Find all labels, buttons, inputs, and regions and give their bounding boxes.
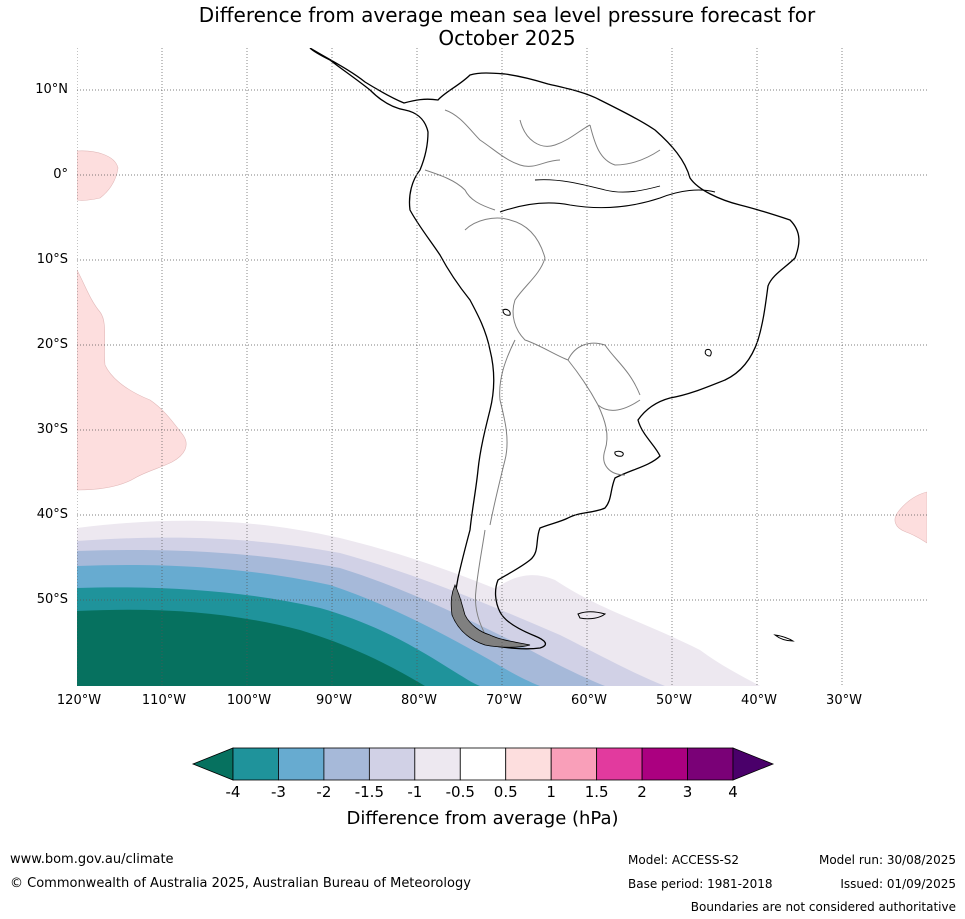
- colorbar-tick-label: 1: [546, 783, 556, 801]
- colorbar-tick-label: -4: [225, 783, 241, 801]
- colorbar-title: Difference from average (hPa): [346, 808, 619, 829]
- lon-label-100w: 100°W: [226, 693, 272, 708]
- map-area: [77, 48, 927, 686]
- lat-label-30s: 30°S: [36, 422, 68, 437]
- colorbar-arrow-max: [732, 747, 775, 781]
- colorbar-segment: [550, 747, 598, 781]
- colorbar-tick-label: 4: [728, 783, 738, 801]
- anomaly-positive-equatorial: [77, 150, 119, 201]
- colorbar-tick-label: -2: [316, 783, 332, 801]
- footer-base-period: Base period: 1981-2018: [628, 877, 773, 891]
- footer-model-run: Model run: 30/08/2025: [818, 853, 956, 867]
- lon-label-90w: 90°W: [316, 693, 352, 708]
- colorbar-tick-label: -0.5: [445, 783, 475, 801]
- amazon-tributary: [534, 179, 661, 193]
- lat-label-50s: 50°S: [36, 592, 68, 607]
- lon-label-70w: 70°W: [486, 693, 522, 708]
- anomaly-positive-subtropical: [77, 269, 187, 491]
- lon-label-40w: 40°W: [741, 693, 777, 708]
- chilean-fjords: [450, 584, 531, 648]
- colorbar-arrow-min: [191, 747, 234, 781]
- footer-disclaimer: Boundaries are not considered authoritat…: [690, 900, 956, 914]
- lon-label-120w: 120°W: [56, 693, 102, 708]
- colorbar-tick-label: 1.5: [584, 783, 609, 801]
- footer-issued: Issued: 01/09/2025: [840, 877, 956, 891]
- footer-model: Model: ACCESS-S2: [628, 853, 740, 867]
- lat-label-20s: 20°S: [36, 337, 68, 352]
- south-georgia: [773, 634, 795, 642]
- lon-label-30w: 30°W: [826, 693, 862, 708]
- falkland-islands: [577, 611, 607, 620]
- colorbar-segment: [459, 747, 507, 781]
- anomaly-band-minus-0-5-east: [480, 575, 760, 686]
- lat-label-10s: 10°S: [36, 252, 68, 267]
- colorbar-segment: [414, 747, 461, 781]
- title-line-2: October 2025: [438, 26, 576, 50]
- amazon-river: [499, 189, 716, 213]
- colorbar-segment: [368, 747, 416, 781]
- colorbar-segment: [596, 747, 643, 781]
- colorbar-segment: [641, 747, 688, 781]
- lat-label-40s: 40°S: [36, 507, 68, 522]
- anomaly-positive-atlantic: [894, 491, 927, 544]
- colorbar-tick-label: -1: [407, 783, 423, 801]
- footer-website[interactable]: www.bom.gov.au/climate: [10, 852, 174, 867]
- colorbar-segments: [191, 747, 775, 781]
- lakes: [502, 308, 712, 457]
- colorbar-tick-label: -3: [270, 783, 286, 801]
- colorbar-tick-label: 2: [637, 783, 647, 801]
- colorbar-segment: [278, 747, 325, 781]
- colorbar-tick-label: 3: [682, 783, 693, 801]
- colorbar-segment: [232, 747, 279, 781]
- lon-label-60w: 60°W: [571, 693, 607, 708]
- colorbar-segment: [505, 747, 552, 781]
- south-america-coastline: [309, 48, 800, 650]
- anomaly-band-minus-4: [77, 609, 425, 686]
- colorbar-tick-label: 0.5: [493, 783, 518, 801]
- title-line-1: Difference from average mean sea level p…: [198, 3, 816, 27]
- colorbar-tick-label: -1.5: [354, 783, 384, 801]
- lat-label-0: 0°: [53, 167, 68, 182]
- colorbar-segment: [323, 747, 370, 781]
- colorbar-segment: [687, 747, 734, 781]
- lon-label-110w: 110°W: [141, 693, 187, 708]
- footer-copyright: © Commonwealth of Australia 2025, Austra…: [10, 876, 471, 891]
- lat-label-10n: 10°N: [35, 82, 68, 97]
- lon-label-80w: 80°W: [401, 693, 437, 708]
- graticule: [77, 48, 927, 686]
- lon-label-50w: 50°W: [656, 693, 692, 708]
- chart-title: Difference from average mean sea level p…: [0, 4, 965, 50]
